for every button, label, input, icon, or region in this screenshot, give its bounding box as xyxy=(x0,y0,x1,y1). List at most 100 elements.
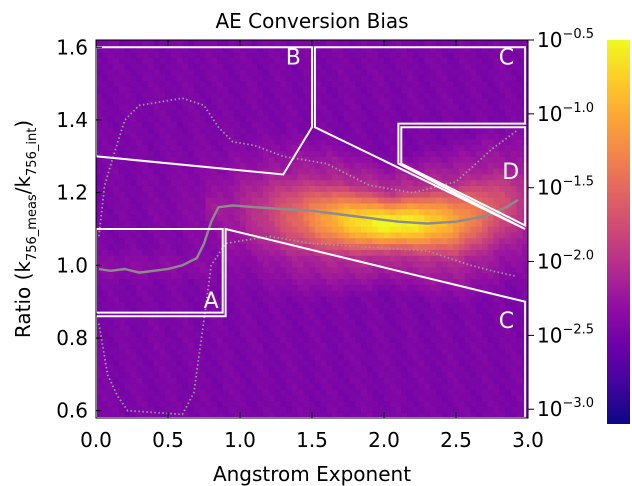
heatmap-cell xyxy=(418,69,425,76)
heatmap-cell xyxy=(222,162,230,169)
region-a-label: A xyxy=(204,289,219,314)
heatmap-cell xyxy=(326,202,333,210)
heatmap-cell xyxy=(165,243,172,250)
heatmap-cell xyxy=(476,115,483,123)
heatmap-cell xyxy=(378,301,385,309)
heatmap-cell xyxy=(522,278,528,285)
heatmap-cell xyxy=(343,243,351,250)
heatmap-cell xyxy=(263,371,270,378)
heatmap-cell xyxy=(378,383,385,390)
heatmap-cell xyxy=(257,109,264,117)
heatmap-cell xyxy=(412,185,420,192)
heatmap-cell xyxy=(493,40,500,47)
heatmap-cell xyxy=(170,295,178,303)
heatmap-cell xyxy=(366,80,374,88)
heatmap-cell xyxy=(228,51,235,59)
heatmap-cell xyxy=(522,255,528,262)
heatmap-cell xyxy=(263,138,270,146)
heatmap-cell xyxy=(182,208,189,216)
heatmap-cell xyxy=(487,255,495,262)
heatmap-cell xyxy=(424,69,431,76)
heatmap-cell xyxy=(447,167,454,175)
heatmap-cell xyxy=(286,278,293,285)
heatmap-cell xyxy=(516,412,523,418)
heatmap-cell xyxy=(435,156,443,163)
heatmap-cell xyxy=(378,202,385,210)
heatmap-cell xyxy=(430,237,437,245)
heatmap-cell xyxy=(240,290,247,297)
heatmap-cell xyxy=(119,150,126,157)
heatmap-cell xyxy=(274,69,281,76)
heatmap-cell xyxy=(499,92,506,99)
heatmap-cell xyxy=(441,127,448,134)
heatmap-cell xyxy=(516,80,523,88)
heatmap-cell xyxy=(332,179,339,186)
heatmap-cell xyxy=(147,243,155,250)
heatmap-cell xyxy=(349,51,356,59)
heatmap-cell xyxy=(268,365,276,373)
heatmap-cell xyxy=(136,138,143,146)
heatmap-cell xyxy=(107,336,114,343)
heatmap-cell xyxy=(147,377,155,384)
heatmap-cell xyxy=(418,412,425,418)
heatmap-cell xyxy=(458,202,466,210)
heatmap-cell xyxy=(136,301,143,309)
heatmap-cell xyxy=(372,383,379,390)
heatmap-cell xyxy=(124,371,132,378)
heatmap-cell xyxy=(487,226,495,233)
heatmap-cell xyxy=(280,365,287,373)
heatmap-cell xyxy=(510,354,518,361)
heatmap-cell xyxy=(245,400,253,407)
heatmap-cell xyxy=(430,406,437,413)
heatmap-cell xyxy=(309,185,316,192)
heatmap-cell xyxy=(303,185,310,192)
heatmap-cell xyxy=(401,348,408,355)
heatmap-cell xyxy=(343,400,351,407)
heatmap-cell xyxy=(412,156,420,163)
heatmap-cell xyxy=(435,138,443,146)
heatmap-cell xyxy=(176,220,183,227)
heatmap-cell xyxy=(199,167,207,175)
heatmap-cell xyxy=(337,156,345,163)
heatmap-cell xyxy=(447,278,454,285)
heatmap-cell xyxy=(251,313,258,320)
heatmap-cell xyxy=(124,342,132,349)
heatmap-cell xyxy=(332,243,339,250)
heatmap-cell xyxy=(407,290,414,297)
heatmap-cell xyxy=(464,214,471,221)
heatmap-cell xyxy=(435,150,443,157)
heatmap-cell xyxy=(447,231,454,239)
heatmap-cell xyxy=(453,45,460,53)
heatmap-cell xyxy=(96,237,103,245)
heatmap-cell xyxy=(430,313,437,320)
heatmap-cell xyxy=(136,121,143,128)
heatmap-cell xyxy=(418,371,425,378)
heatmap-cell xyxy=(107,272,114,280)
heatmap-cell xyxy=(216,214,224,221)
heatmap-cell xyxy=(418,138,425,146)
heatmap-cell xyxy=(257,243,264,250)
heatmap-cell xyxy=(268,162,276,169)
heatmap-cell xyxy=(366,74,374,82)
heatmap-cell xyxy=(124,412,132,418)
heatmap-cell xyxy=(188,383,195,390)
heatmap-cell xyxy=(499,330,506,338)
heatmap-cell xyxy=(257,255,264,262)
heatmap-cell xyxy=(309,138,316,146)
heatmap-cell xyxy=(199,220,207,227)
heatmap-cell xyxy=(257,365,264,373)
heatmap-cell xyxy=(418,121,425,128)
heatmap-cell xyxy=(441,69,448,76)
heatmap-cell xyxy=(153,173,160,181)
heatmap-cell xyxy=(493,307,500,314)
heatmap-cell xyxy=(487,191,495,198)
heatmap-cell xyxy=(504,260,512,268)
heatmap-cell xyxy=(274,278,281,285)
heatmap-cell xyxy=(263,98,270,105)
heatmap-cell xyxy=(101,57,109,64)
heatmap-cell xyxy=(332,162,339,169)
heatmap-cell xyxy=(360,86,368,93)
heatmap-cell xyxy=(447,138,454,146)
heatmap-cell xyxy=(493,348,500,355)
heatmap-cell xyxy=(516,208,523,216)
